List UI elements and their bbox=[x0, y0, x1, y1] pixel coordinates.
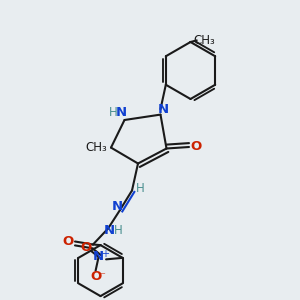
Text: +: + bbox=[101, 249, 110, 259]
Text: N: N bbox=[116, 106, 127, 119]
Text: N: N bbox=[104, 224, 115, 237]
Text: N: N bbox=[112, 200, 123, 214]
Text: H: H bbox=[136, 182, 145, 196]
Text: O: O bbox=[63, 235, 74, 248]
Text: O: O bbox=[91, 270, 102, 283]
Text: ⁻: ⁻ bbox=[99, 271, 105, 281]
Text: O: O bbox=[80, 242, 91, 254]
Text: H: H bbox=[109, 106, 118, 119]
Text: CH₃: CH₃ bbox=[85, 141, 107, 154]
Text: N: N bbox=[93, 250, 104, 263]
Text: CH₃: CH₃ bbox=[193, 34, 215, 47]
Text: H: H bbox=[113, 224, 122, 238]
Text: O: O bbox=[190, 140, 201, 154]
Text: N: N bbox=[157, 103, 169, 116]
